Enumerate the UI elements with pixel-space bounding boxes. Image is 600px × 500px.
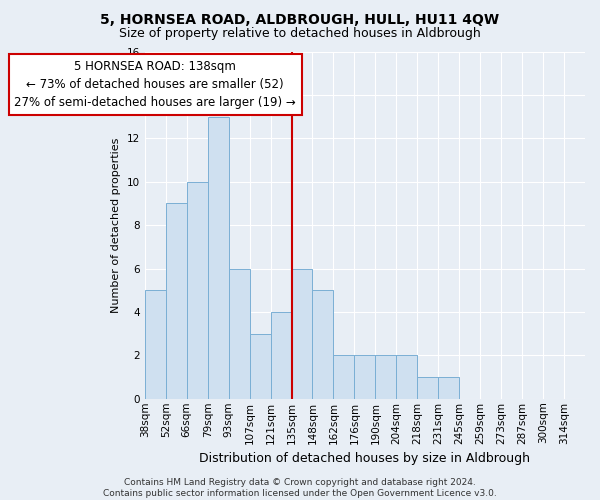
Text: 5, HORNSEA ROAD, ALDBROUGH, HULL, HU11 4QW: 5, HORNSEA ROAD, ALDBROUGH, HULL, HU11 4… xyxy=(100,12,500,26)
Bar xyxy=(187,182,208,399)
Bar xyxy=(376,356,397,399)
Bar xyxy=(418,377,438,399)
Bar xyxy=(229,268,250,399)
Bar xyxy=(271,312,292,399)
Bar xyxy=(250,334,271,399)
Bar xyxy=(397,356,418,399)
X-axis label: Distribution of detached houses by size in Aldbrough: Distribution of detached houses by size … xyxy=(199,452,530,465)
Bar xyxy=(166,204,187,399)
Text: Size of property relative to detached houses in Aldbrough: Size of property relative to detached ho… xyxy=(119,28,481,40)
Bar xyxy=(334,356,355,399)
Bar xyxy=(292,268,313,399)
Bar xyxy=(208,116,229,399)
Bar xyxy=(438,377,459,399)
Text: Contains HM Land Registry data © Crown copyright and database right 2024.
Contai: Contains HM Land Registry data © Crown c… xyxy=(103,478,497,498)
Bar xyxy=(313,290,334,399)
Bar xyxy=(355,356,376,399)
Bar xyxy=(145,290,166,399)
Y-axis label: Number of detached properties: Number of detached properties xyxy=(111,138,121,313)
Text: 5 HORNSEA ROAD: 138sqm
← 73% of detached houses are smaller (52)
27% of semi-det: 5 HORNSEA ROAD: 138sqm ← 73% of detached… xyxy=(14,60,296,109)
